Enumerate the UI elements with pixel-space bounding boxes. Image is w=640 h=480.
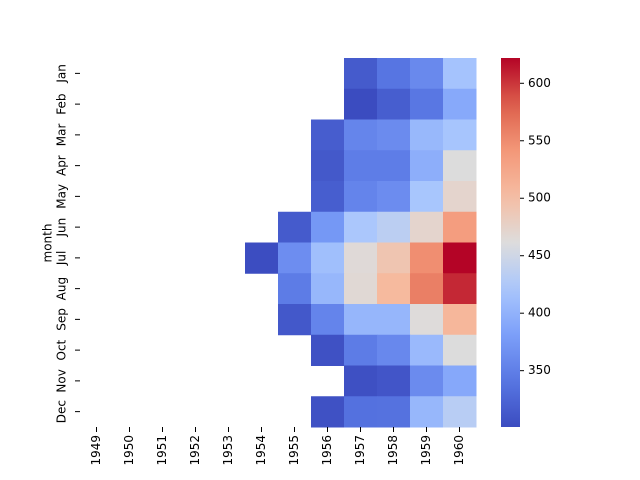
y-tick-label: Jul — [55, 251, 69, 266]
heatmap-cell — [410, 273, 444, 305]
heatmap-cell — [377, 211, 411, 243]
heatmap-cell — [311, 304, 345, 336]
heatmap-cell — [278, 304, 312, 336]
heatmap-cell — [410, 88, 444, 120]
heatmap-cell — [344, 119, 378, 151]
y-tick-label: Jun — [55, 218, 69, 238]
heatmap-cell — [443, 273, 477, 305]
heatmap-cell — [377, 273, 411, 305]
heatmap-cell — [410, 242, 444, 274]
y-tick-label: Feb — [55, 94, 69, 115]
y-tick-label: Sep — [55, 308, 69, 331]
heatmap-cell — [344, 242, 378, 274]
heatmap-cell — [410, 396, 444, 428]
heatmap-cell — [311, 150, 345, 182]
y-tick-label: Jan — [55, 64, 69, 84]
heatmap-cell — [344, 58, 378, 90]
colorbar-tick-label: 600 — [528, 76, 551, 90]
heatmap-cell — [410, 181, 444, 213]
heatmap-cell — [245, 242, 279, 274]
heatmap-cell — [410, 334, 444, 366]
heatmap-cell — [410, 365, 444, 397]
heatmap-cell — [443, 365, 477, 397]
heatmap-cell — [278, 242, 312, 274]
heatmap-cell — [410, 150, 444, 182]
x-tick-label: 1957 — [353, 435, 367, 466]
heatmap-cell — [377, 150, 411, 182]
heatmap-cell — [410, 58, 444, 90]
heatmap-cell — [443, 334, 477, 366]
x-tick-label: 1951 — [155, 435, 169, 466]
heatmap-cell — [278, 211, 312, 243]
heatmap-cell — [377, 365, 411, 397]
colorbar-tick-label: 500 — [528, 191, 551, 205]
colorbar-tick-label: 550 — [528, 133, 551, 147]
heatmap-cell — [443, 304, 477, 336]
heatmap-cell — [410, 211, 444, 243]
x-tick-label: 1954 — [254, 435, 268, 466]
heatmap-cell — [344, 273, 378, 305]
colorbar-tick-label: 450 — [528, 248, 551, 262]
y-tick-label: Nov — [55, 369, 69, 392]
x-tick-label: 1960 — [452, 435, 466, 466]
x-tick-label: 1958 — [386, 435, 400, 466]
heatmap-cell — [311, 334, 345, 366]
heatmap-cell — [443, 150, 477, 182]
heatmap-cell — [344, 181, 378, 213]
heatmap-cell — [344, 150, 378, 182]
y-tick-label: Apr — [55, 155, 69, 176]
heatmap-cell — [377, 58, 411, 90]
y-tick-label: Aug — [55, 277, 69, 300]
heatmap-cell — [311, 119, 345, 151]
heatmap-cell — [344, 211, 378, 243]
heatmap-cell — [443, 58, 477, 90]
heatmap-cell — [377, 119, 411, 151]
heatmap-cell — [410, 119, 444, 151]
heatmap-cell — [344, 365, 378, 397]
heatmap-cell — [311, 396, 345, 428]
heatmap-cell — [344, 88, 378, 120]
heatmap-cell — [377, 181, 411, 213]
y-tick-label: Oct — [55, 339, 69, 360]
y-tick-label: May — [55, 184, 69, 209]
heatmap-cell — [311, 273, 345, 305]
heatmap-cell — [443, 181, 477, 213]
heatmap-cell — [377, 242, 411, 274]
y-tick-label: Mar — [55, 123, 69, 146]
x-tick-label: 1955 — [287, 435, 301, 466]
heatmap-cell — [443, 88, 477, 120]
heatmap-cell — [443, 211, 477, 243]
heatmap-cell — [377, 88, 411, 120]
x-tick-label: 1950 — [122, 435, 136, 466]
heatmap-cell — [344, 396, 378, 428]
y-tick-label: Dec — [55, 400, 69, 423]
heatmap-cell — [443, 242, 477, 274]
heatmap-cell — [278, 273, 312, 305]
heatmap-cell — [311, 211, 345, 243]
heatmap-cell — [377, 334, 411, 366]
x-tick-label: 1949 — [89, 435, 103, 466]
heatmap-cell — [443, 119, 477, 151]
colorbar-tick-label: 350 — [528, 363, 551, 377]
heatmap-cell — [377, 396, 411, 428]
heatmap-cell — [311, 242, 345, 274]
x-tick-label: 1953 — [221, 435, 235, 466]
x-tick-label: 1956 — [320, 435, 334, 466]
colorbar-tick-label: 400 — [528, 306, 551, 320]
heatmap-cell — [344, 304, 378, 336]
heatmap-cell — [311, 181, 345, 213]
y-axis-label: month — [41, 224, 55, 263]
heatmap-cell — [344, 334, 378, 366]
x-tick-label: 1959 — [419, 435, 433, 466]
colorbar — [501, 58, 520, 427]
heatmap-cell — [377, 304, 411, 336]
heatmap-cell — [443, 396, 477, 428]
heatmap-cell — [410, 304, 444, 336]
x-tick-label: 1952 — [188, 435, 202, 466]
